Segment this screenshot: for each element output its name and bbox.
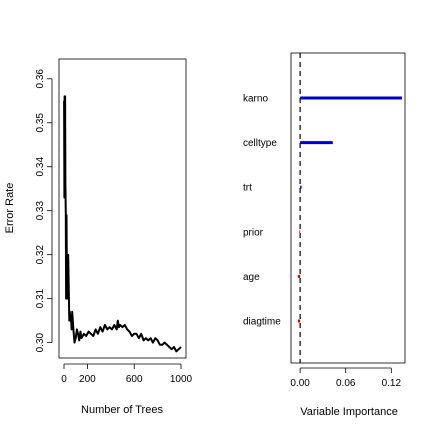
left-plot-frame: [58, 58, 187, 359]
left-y-tick-label: 0.31: [35, 288, 46, 308]
right-x-axis-title: Variable Importance: [300, 406, 398, 418]
left-y-axis-title: Error Rate: [4, 183, 16, 234]
variable-label-celltype: celltype: [243, 138, 277, 149]
importance-bars: [297, 96, 402, 323]
right-x-axis: 0.00 0.06 0.12: [290, 367, 402, 389]
variable-labels: karno celltype trt prior age diagtime: [243, 94, 281, 328]
right-x-tick-label: 0.00: [290, 378, 310, 389]
left-y-axis: 0.30 0.31 0.32 0.33 0.34 0.35 0.36: [35, 69, 53, 352]
left-x-axis-title: Number of Trees: [81, 404, 163, 416]
error-rate-panel: 0 200 600 1000 0.30 0.31 0.32 0.33 0.34 0.35 0.36…: [4, 58, 193, 416]
left-x-tick-label: 200: [79, 374, 96, 385]
left-y-tick-label: 0.30: [35, 332, 46, 352]
right-x-tick-label: 0.06: [336, 378, 356, 389]
variable-label-prior: prior: [243, 227, 264, 238]
variable-label-karno: karno: [243, 94, 268, 105]
right-x-tick-label: 0.12: [382, 378, 402, 389]
left-x-tick-label: 600: [126, 374, 143, 385]
left-y-tick-label: 0.32: [35, 245, 46, 265]
variable-label-diagtime: diagtime: [243, 317, 281, 328]
variable-label-age: age: [243, 272, 260, 283]
right-plot-frame: [290, 52, 406, 364]
left-x-axis: 0 200 600 1000: [61, 363, 193, 385]
left-y-tick-label: 0.35: [35, 113, 46, 133]
left-y-tick-label: 0.33: [35, 201, 46, 221]
left-y-tick-label: 0.34: [35, 157, 46, 177]
error-rate-line: [63, 95, 182, 353]
left-x-tick-label: 0: [61, 374, 67, 385]
variable-label-trt: trt: [243, 183, 252, 194]
left-x-tick-label: 1000: [170, 374, 193, 385]
left-y-tick-label: 0.36: [35, 69, 46, 89]
